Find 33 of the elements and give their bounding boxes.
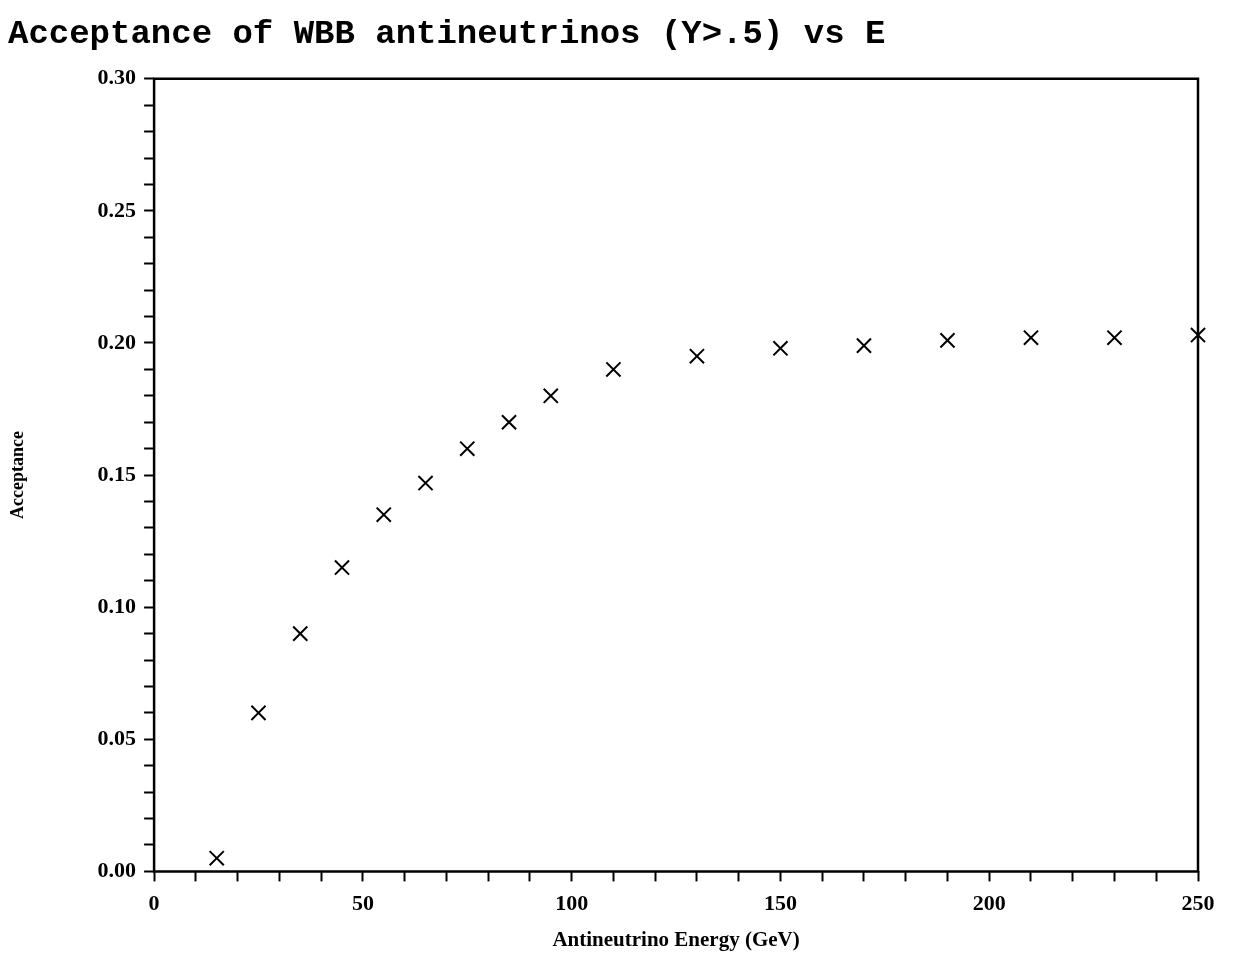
y-tick-label: 0.30 [97,64,137,90]
chart-title: Acceptance of WBB antineutrinos (Y>.5) vs E [8,14,886,53]
y-tick-label: 0.05 [97,724,137,750]
point [1022,329,1040,346]
y-tick-label: 0.15 [97,460,137,486]
point [208,850,225,867]
point [250,704,267,721]
point [292,625,309,642]
point [459,440,476,457]
point [1106,329,1123,346]
x-tick-label: 0 [148,890,160,916]
point [855,337,873,354]
point [605,361,622,378]
x-axis-title: Antineutrino Energy (GeV) [552,926,800,951]
x-tick-label: 150 [763,890,797,916]
point [1189,327,1207,344]
point [688,348,705,365]
point [500,414,518,431]
point [542,387,559,404]
y-tick-label: 0.20 [97,328,137,354]
point [417,474,434,492]
x-tick-label: 250 [1181,890,1215,916]
x-tick-label: 50 [351,890,374,916]
point [375,506,392,523]
point [772,340,789,357]
x-tick-label: 100 [555,890,589,916]
y-axis-title: Acceptance [7,431,28,520]
x-tick-label: 200 [972,890,1006,916]
point [939,332,956,349]
y-tick-label: 0.00 [97,857,137,883]
y-tick-label: 0.25 [97,196,137,222]
point [333,559,351,576]
y-tick-label: 0.10 [97,592,137,618]
